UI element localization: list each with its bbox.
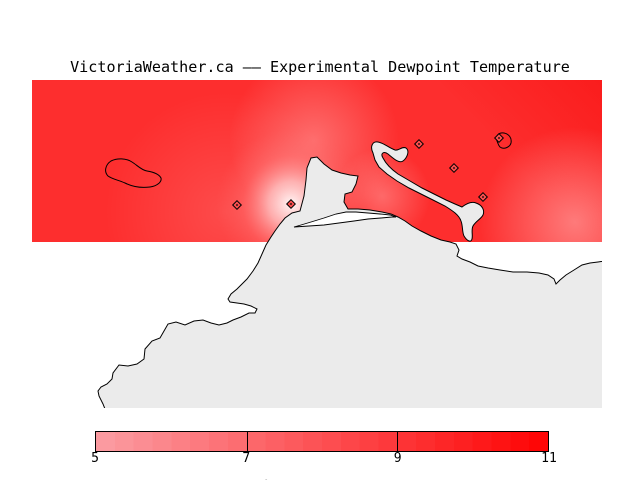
station-markers [231, 132, 505, 211]
colorbar-tick-label: 7 [242, 451, 251, 466]
colorbar-tick-label: 9 [393, 451, 402, 466]
coastlines [97, 132, 602, 408]
station-center-dot [290, 203, 292, 205]
spit-coastline [371, 141, 485, 242]
page-title: VictoriaWeather.ca —— Experimental Dewpo… [70, 58, 570, 76]
colorbar-tick-line [246, 432, 248, 451]
station-center-dot [418, 143, 420, 145]
station-center-dot [498, 137, 500, 139]
colorbar-caption: °C 2026/04/20 10:32 [95, 462, 549, 480]
timestamp-label: 2026/04/20 10:32 [291, 477, 411, 480]
lagoon-water [293, 211, 397, 228]
mainland-coastline [97, 156, 602, 408]
island-outline-northeast [496, 132, 512, 149]
station-center-dot [482, 196, 484, 198]
colorbar-tick-line [397, 432, 399, 451]
colorbar-tick-label: 11 [541, 451, 557, 466]
island-outline-west [105, 158, 162, 188]
station-center-dot [453, 167, 455, 169]
unit-label: °C [262, 477, 277, 480]
colorbar-tick-label: 5 [91, 451, 99, 466]
station-center-dot [236, 204, 238, 206]
colorbar [95, 431, 549, 452]
colorbar-tick-labels: 5 7 9 11 [91, 451, 557, 466]
